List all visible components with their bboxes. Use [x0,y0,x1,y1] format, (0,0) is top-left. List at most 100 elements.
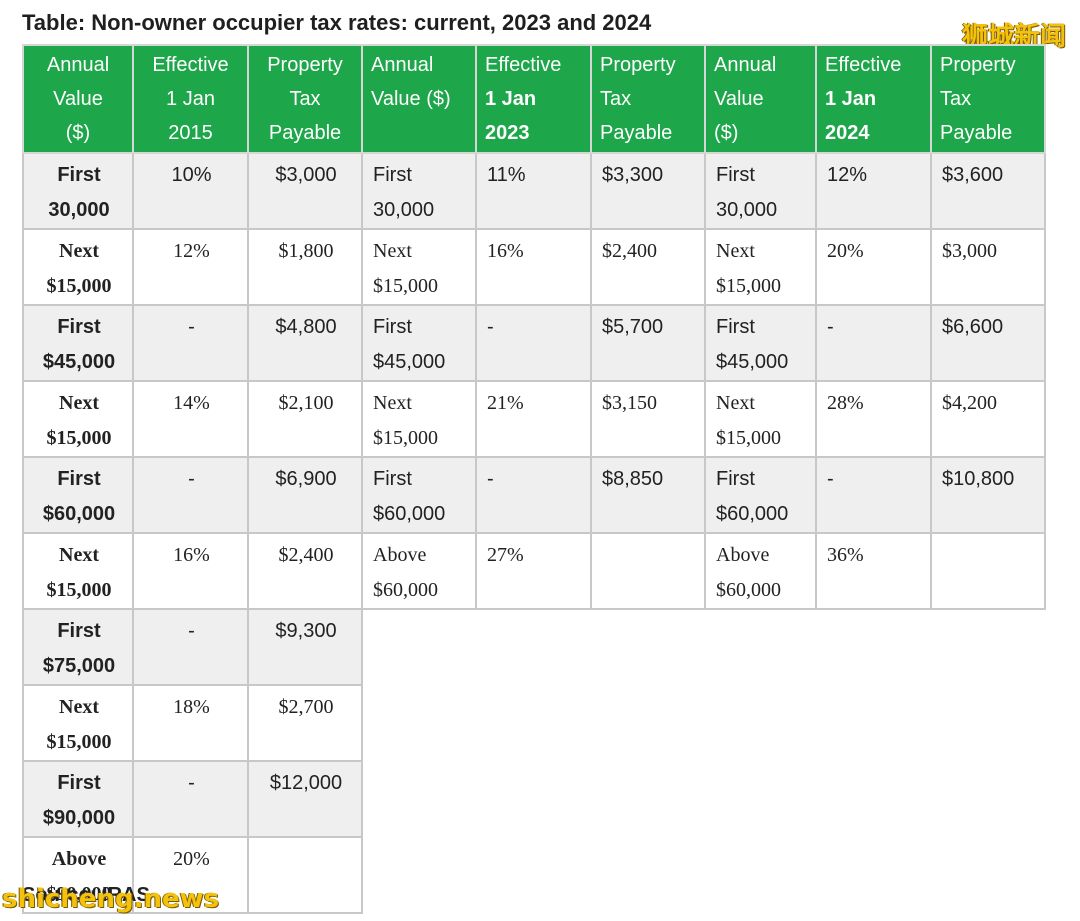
cell-text: 30,000 [48,199,110,221]
cell-text: $75,000 [42,655,116,677]
cell-text: 36% [827,544,864,566]
cell-text: First [57,468,101,490]
empty-cell [476,837,591,913]
cell-text: $15,000 [46,427,112,449]
cell-text: Next [59,544,99,566]
table-cell: Above $60,000 [704,532,817,610]
cell-text: Next [59,392,99,414]
column-header: Effective 1 Jan 2024 [815,44,932,154]
cell-text: Next [716,392,755,414]
column-header-line: Tax [600,88,632,110]
table-cell: - [132,304,249,382]
table-cell: First $90,000 [22,760,134,838]
column-header-line: 1 Jan [166,88,215,110]
cell-text: Next [716,240,755,262]
table-cell: - [132,608,249,686]
table-cell: 20% [132,836,249,914]
table-cell: 12% [815,152,932,230]
table-cell: 36% [815,532,932,610]
empty-cell [591,761,705,837]
cell-text: 30,000 [373,199,435,221]
table-row: Next $15,000 14% $2,100 Next $15,000 21% $3,150… [22,380,1046,458]
table-row: Next $15,000 16% $2,400 Above $60,000 27% Above… [22,532,1046,610]
table-row: Next $15,000 12% $1,800 Next $15,000 16% $2,400… [22,228,1046,306]
table-cell: $6,900 [247,456,363,534]
table-cell: $3,600 [930,152,1046,230]
table-cell: $9,300 [247,608,363,686]
cell-text: First [373,316,412,338]
column-header-line: 2023 [485,122,530,144]
column-header: Effective 1 Jan 2015 [132,44,249,154]
cell-text: $1,800 [278,240,334,262]
column-header-line: Payable [268,122,342,144]
table-cell: First 30,000 [361,152,477,230]
table-cell: Next $15,000 [22,380,134,458]
cell-text: $2,400 [602,240,657,262]
empty-cell [816,609,931,685]
table-title: Table: Non-owner occupier tax rates: cur… [22,10,652,35]
table-cell: 16% [132,532,249,610]
cell-text: 10% [171,164,212,186]
table-cell: First $75,000 [22,608,134,686]
cell-text: 20% [827,240,864,262]
cell-text: $4,200 [942,392,997,414]
empty-cell [705,837,816,913]
table-cell: $6,600 [930,304,1046,382]
column-header: Property Tax Payable [590,44,706,154]
empty-cell [476,609,591,685]
cell-text: Next [373,240,412,262]
table-cell: $2,400 [590,228,706,306]
table-cell: 18% [132,684,249,762]
column-header: Annual Value ($) [22,44,134,154]
table-row: Next $15,000 18% $2,700 [22,684,1045,762]
cell-text: 16% [173,544,210,566]
cell-text: $3,600 [942,164,1004,186]
cell-text: First [716,316,755,338]
table-cell: $2,100 [247,380,363,458]
column-header-line: Payable [600,122,673,144]
cell-text: $15,000 [716,275,781,297]
empty-cell [362,685,476,761]
empty-cell [931,761,1045,837]
empty-cell [931,609,1045,685]
empty-cell [816,761,931,837]
cell-text: 14% [173,392,210,414]
table-cell: Above $90,000 [22,836,134,914]
cell-text: Above [51,848,107,870]
table-cell: $2,700 [247,684,363,762]
column-header: Annual Value ($) [704,44,817,154]
column-header: Effective 1 Jan 2023 [475,44,592,154]
table-cell: $8,850 [590,456,706,534]
empty-cell [705,685,816,761]
cell-text: $15,000 [46,579,112,601]
cell-text: $60,000 [373,503,446,525]
table-cell: $3,000 [247,152,363,230]
table-cell: 12% [132,228,249,306]
cell-text: $45,000 [42,351,116,373]
cell-text: $60,000 [716,503,789,525]
cell-text: Above [716,544,770,566]
empty-cell [931,685,1045,761]
table-cell: First $45,000 [361,304,477,382]
cell-text: 28% [827,392,864,414]
column-header-line: Value ($) [371,88,451,110]
empty-cell [476,685,591,761]
table-cell: First $60,000 [22,456,134,534]
cell-text: $60,000 [716,579,781,601]
cell-text: First [57,164,101,186]
cell-text: First [373,164,412,186]
cell-text: $3,300 [602,164,664,186]
cell-text: $60,000 [42,503,116,525]
cell-text: 11% [487,164,526,186]
table-cell: $10,800 [930,456,1046,534]
empty-cell [362,761,476,837]
table-row: First $60,000 - $6,900 First $60,000 - $8,850 Fi… [22,456,1046,534]
cell-text: First [57,772,101,794]
table-cell: Next $15,000 [22,532,134,610]
table-cell: - [815,456,932,534]
cell-text: $60,000 [373,579,438,601]
table-cell: First 30,000 [22,152,134,230]
empty-cell [705,761,816,837]
table-cell: $4,800 [247,304,363,382]
column-header: Annual Value ($) [361,44,477,154]
